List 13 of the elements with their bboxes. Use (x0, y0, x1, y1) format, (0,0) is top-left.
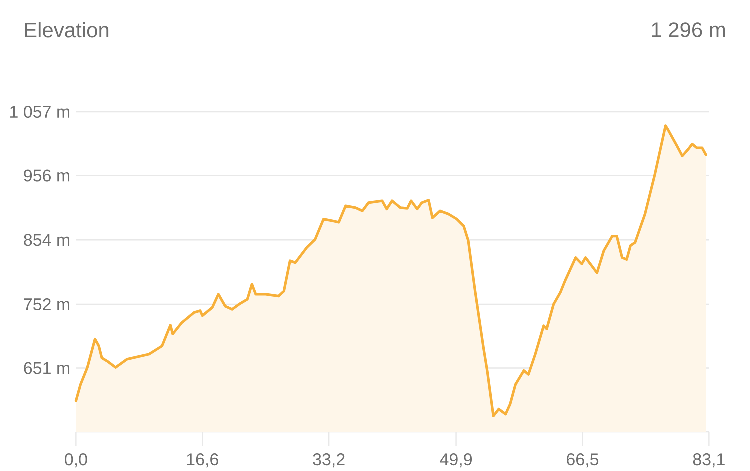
x-tick-label: 16,6 (187, 454, 218, 468)
chart-title: Elevation (25, 22, 109, 38)
y-tick-label: 854 m (24, 234, 70, 246)
y-tick-label: 651 m (24, 362, 70, 374)
x-tick-label: 0,0 (65, 454, 88, 468)
y-tick-label: 752 m (24, 298, 70, 311)
x-tick-label: 49,9 (440, 454, 472, 468)
y-tick-label: 956 m (24, 170, 70, 182)
x-tick-label: 66,5 (567, 454, 599, 468)
text: 1 296 m (652, 22, 726, 38)
y-tick-label: 1 057 m (10, 106, 70, 118)
x-tick-label: 83,1 (693, 454, 725, 468)
x-tick-label: 33,2 (313, 454, 345, 468)
